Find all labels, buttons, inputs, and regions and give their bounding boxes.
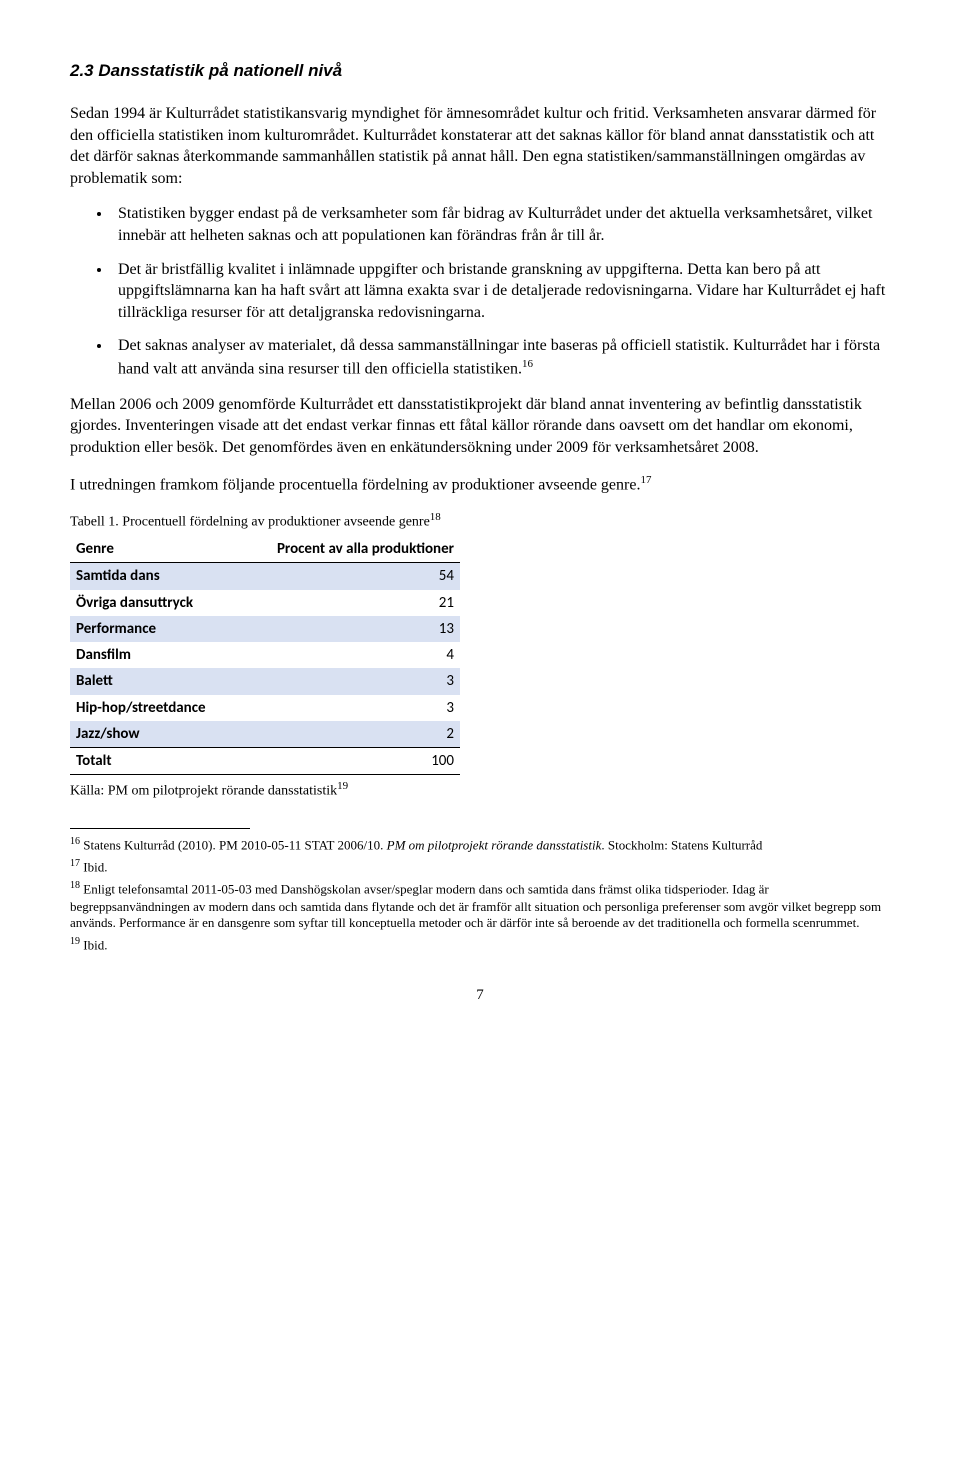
cell-label: Samtida dans bbox=[70, 563, 237, 590]
paragraph-text: I utredningen framkom följande procentue… bbox=[70, 476, 640, 493]
source-text: Källa: PM om pilotprojekt rörande dansst… bbox=[70, 784, 337, 799]
list-item: Det är bristfällig kvalitet i inlämnade … bbox=[112, 259, 890, 324]
table-row: Hip-hop/streetdance3 bbox=[70, 695, 460, 721]
footnote-number: 16 bbox=[70, 836, 80, 847]
table-row: Jazz/show2 bbox=[70, 721, 460, 748]
table-caption: Tabell 1. Procentuell fördelning av prod… bbox=[70, 510, 890, 533]
page-number: 7 bbox=[70, 985, 890, 1005]
cell-value: 100 bbox=[237, 748, 460, 775]
cell-value: 21 bbox=[237, 590, 460, 616]
table-source: Källa: PM om pilotprojekt rörande dansst… bbox=[70, 779, 890, 802]
footnote-text: Ibid. bbox=[80, 938, 107, 953]
table-row: Balett3 bbox=[70, 668, 460, 694]
table-row: Samtida dans54 bbox=[70, 563, 460, 590]
footnote-number: 17 bbox=[70, 858, 80, 869]
cell-label: Performance bbox=[70, 616, 237, 642]
footnote-number: 19 bbox=[70, 936, 80, 947]
problem-bullet-list: Statistiken bygger endast på de verksamh… bbox=[70, 203, 890, 379]
footnote: 18 Enligt telefonsamtal 2011-05-03 med D… bbox=[70, 879, 890, 932]
list-item: Statistiken bygger endast på de verksamh… bbox=[112, 203, 890, 246]
section-heading: 2.3 Dansstatistik på nationell nivå bbox=[70, 60, 890, 83]
footnote-text: Statens Kulturråd (2010). PM 2010-05-11 … bbox=[80, 837, 387, 852]
table-row: Dansfilm4 bbox=[70, 642, 460, 668]
cell-value: 3 bbox=[237, 668, 460, 694]
footnote: 19 Ibid. bbox=[70, 935, 890, 954]
footnote: 17 Ibid. bbox=[70, 857, 890, 876]
footnote-separator bbox=[70, 828, 250, 829]
footnote-ref: 19 bbox=[337, 780, 348, 792]
cell-value: 13 bbox=[237, 616, 460, 642]
footnote-text: Enligt telefonsamtal 2011-05-03 med Dans… bbox=[70, 882, 881, 931]
paragraph-project: Mellan 2006 och 2009 genomförde Kulturrå… bbox=[70, 394, 890, 459]
footnotes-block: 16 Statens Kulturråd (2010). PM 2010-05-… bbox=[70, 835, 890, 955]
footnote-text: Ibid. bbox=[80, 859, 107, 874]
cell-label: Övriga dansuttryck bbox=[70, 590, 237, 616]
cell-label: Totalt bbox=[70, 748, 237, 775]
footnote-ref: 18 bbox=[430, 511, 441, 523]
cell-value: 2 bbox=[237, 721, 460, 748]
cell-label: Hip-hop/streetdance bbox=[70, 695, 237, 721]
paragraph-intro: Sedan 1994 är Kulturrådet statistikansva… bbox=[70, 103, 890, 189]
table-row-total: Totalt100 bbox=[70, 748, 460, 775]
footnote-ref: 17 bbox=[640, 474, 651, 486]
cell-value: 4 bbox=[237, 642, 460, 668]
footnote-number: 18 bbox=[70, 880, 80, 891]
footnote-text: . Stockholm: Statens Kulturråd bbox=[601, 837, 762, 852]
footnote-text-italic: PM om pilotprojekt rörande dansstatistik bbox=[387, 837, 602, 852]
genre-table: Genre Procent av alla produktioner Samti… bbox=[70, 536, 460, 775]
cell-label: Jazz/show bbox=[70, 721, 237, 748]
footnote: 16 Statens Kulturråd (2010). PM 2010-05-… bbox=[70, 835, 890, 854]
table-row: Performance13 bbox=[70, 616, 460, 642]
cell-label: Dansfilm bbox=[70, 642, 237, 668]
footnote-ref: 16 bbox=[522, 358, 533, 370]
col-header-percent: Procent av alla produktioner bbox=[237, 536, 460, 563]
cell-label: Balett bbox=[70, 668, 237, 694]
table-row: Övriga dansuttryck21 bbox=[70, 590, 460, 616]
paragraph-table-intro: I utredningen framkom följande procentue… bbox=[70, 473, 890, 496]
cell-value: 3 bbox=[237, 695, 460, 721]
list-item-text: Det saknas analyser av materialet, då de… bbox=[118, 337, 880, 377]
cell-value: 54 bbox=[237, 563, 460, 590]
col-header-genre: Genre bbox=[70, 536, 237, 563]
list-item: Det saknas analyser av materialet, då de… bbox=[112, 335, 890, 380]
caption-text: Tabell 1. Procentuell fördelning av prod… bbox=[70, 514, 430, 529]
